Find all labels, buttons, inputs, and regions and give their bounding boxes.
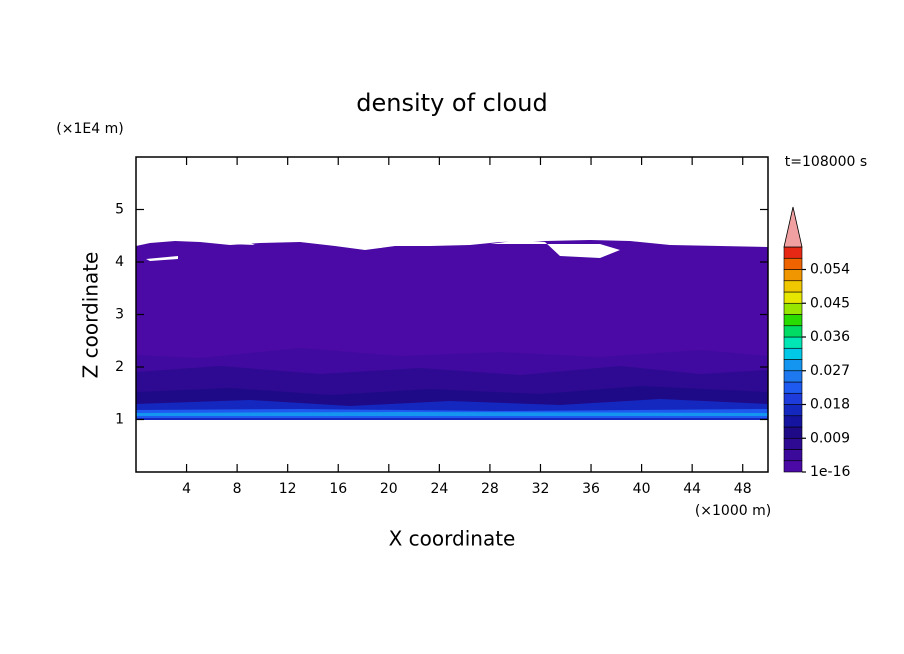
colorbar-segment (783, 325, 803, 338)
x-tick-label: 4 (182, 481, 191, 497)
colorbar-tick-label: 0.027 (810, 363, 850, 379)
y-tick-label: 4 (115, 254, 124, 270)
x-tick-label: 32 (532, 481, 550, 497)
x-tick-label: 28 (481, 481, 499, 497)
colorbar-segment (783, 370, 803, 383)
y-tick-label: 3 (115, 307, 124, 323)
colorbar-segment (783, 359, 803, 372)
colorbar-segment (783, 426, 803, 439)
x-tick-label: 20 (380, 481, 398, 497)
x-tick-label: 40 (633, 481, 651, 497)
colorbar-segment (783, 347, 803, 360)
y-unit: (×1E4 m) (56, 121, 123, 137)
contour-fill (136, 412, 768, 416)
colorbar-tick-label: 0.036 (810, 329, 850, 345)
colorbar-segment (783, 257, 803, 270)
chart-title: density of cloud (356, 89, 547, 117)
x-tick-label: 36 (582, 481, 600, 497)
contour-field (136, 240, 768, 420)
colorbar-segment (783, 415, 803, 428)
colorbar-segment (783, 291, 803, 304)
colorbar-segment (783, 404, 803, 417)
x-axis-title: X coordinate (389, 527, 516, 551)
y-tick-label: 1 (115, 412, 124, 428)
x-unit: (×1000 m) (695, 503, 771, 519)
colorbar-segment (783, 381, 803, 394)
time-annotation: t=108000 s (785, 154, 867, 170)
x-tick-label: 12 (279, 481, 297, 497)
colorbar-segment (783, 392, 803, 405)
colorbar-tick-label: 0.054 (810, 262, 850, 278)
x-tick-label: 16 (329, 481, 347, 497)
x-tick-label: 44 (683, 481, 701, 497)
colorbar-tick-label: 0.018 (810, 397, 850, 413)
colorbar-segment (783, 302, 803, 315)
colorbar-segment (783, 437, 803, 450)
x-tick-label: 48 (734, 481, 752, 497)
colorbar-segment (783, 314, 803, 327)
colorbar-segment (783, 280, 803, 293)
y-axis-title: Z coordinate (79, 252, 103, 379)
y-tick-label: 5 (115, 202, 124, 218)
colorbar-tick-label: 0.045 (810, 295, 850, 311)
y-tick-label: 2 (115, 359, 124, 375)
colorbar-tick-label: 1e-16 (810, 464, 850, 480)
x-tick-label: 24 (430, 481, 448, 497)
colorbar-segment (783, 449, 803, 462)
colorbar-segment (783, 336, 803, 349)
colorbar-segment (783, 269, 803, 282)
colorbar-segment (783, 246, 803, 259)
colorbar-extension (783, 206, 803, 248)
colorbar-tick-label: 0.009 (810, 430, 850, 446)
colorbar-segment (783, 460, 803, 473)
x-tick-label: 8 (233, 481, 242, 497)
